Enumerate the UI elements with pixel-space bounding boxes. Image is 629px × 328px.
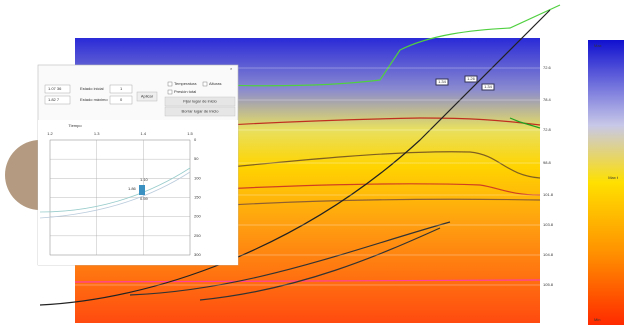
marker-box [481,83,495,91]
plot-y-tick: 150 [194,195,201,200]
axis-label: 101.8 [543,192,554,197]
marker-label: 1.26 [467,76,476,81]
axis-label: 72.8 [543,127,552,132]
spin-input[interactable] [109,95,133,105]
point-label: 1.10 [140,177,149,182]
plot-x-tick: 1.2 [47,131,53,136]
isoline [74,279,541,283]
checkbox-label: Temperatura [174,81,197,86]
field-label: Estado máximo [80,97,108,102]
field-value: 1.82 7 [48,97,60,102]
plot-y-tick: 200 [194,214,201,219]
plot-y-tick: 0 [194,137,197,142]
plot-x-tick: 1.5 [187,131,193,136]
axis-label: 105.8 [543,282,554,287]
apply-button[interactable] [136,91,158,102]
plot-curve [39,167,191,213]
spin-input[interactable] [109,84,133,94]
plot-curve [39,171,191,219]
point-label: 1.86 [128,186,137,191]
plot-y-tick: 300 [194,252,201,257]
action-label: Fijar lugar de inicio [183,99,217,104]
dialog-content: 1.07 36 Estado inicial 1 1.82 7 Estado máxim… [39,81,236,257]
dialog: × 1.07 36 Estado inicial 1 1.82 7 Estado máx… [37,64,239,266]
checkbox[interactable] [167,89,173,95]
plot-point [139,185,145,195]
axis-label: 78.4 [543,97,552,102]
point-label: 0.59 [140,196,149,201]
marker-box [435,78,449,86]
plot-x-tick: 1.3 [94,131,100,136]
input-value: 0 [120,97,123,102]
trajectory [39,9,551,306]
colorbar-top: Max [594,43,602,48]
trajectory [129,221,451,296]
checkbox[interactable] [202,81,208,87]
plot-y-tick: 250 [194,233,201,238]
text-field[interactable] [44,84,71,94]
checkbox[interactable] [167,81,173,87]
isoline [509,117,541,129]
plot-area [38,120,238,265]
plot-title: Tiempo [68,123,82,128]
field-value: 1.07 36 [48,86,62,91]
colorbar-bottom: Min [594,317,600,322]
colorbar-mid: Max t [608,175,619,180]
checkbox-label: Presión total [174,89,196,94]
action-button[interactable] [164,96,236,107]
close-button[interactable]: × [230,66,233,71]
markers: 1.34 1.26 1.34 [435,75,495,91]
isoline [229,198,541,206]
marker-label: 1.34 [438,79,447,84]
axis-label: 72.6 [543,65,552,70]
axis-label: 98.8 [543,160,552,165]
checkbox-label: Alturas [209,81,221,86]
plot-y-tick: 50 [194,156,199,161]
plot-y-tick: 100 [194,175,201,180]
field-label: Estado inicial [80,86,104,91]
right-axis: 72.6 78.4 72.8 98.8 101.8 103.8 104.8 105.8 [543,65,554,287]
input-value: 1 [120,86,123,91]
colorbar [588,40,624,325]
plot-x-tick: 1.4 [141,131,147,136]
marker-label: 1.34 [484,84,493,89]
action-label: Borrar lugar de inicio [182,109,220,114]
text-field[interactable] [44,95,71,105]
marker-box [464,75,478,83]
action-button[interactable] [164,106,236,117]
apply-label: Aplicar [141,94,154,99]
trajectory [199,227,441,301]
isoline [199,183,541,196]
axis-label: 103.8 [543,222,554,227]
axis-label: 104.8 [543,252,554,257]
